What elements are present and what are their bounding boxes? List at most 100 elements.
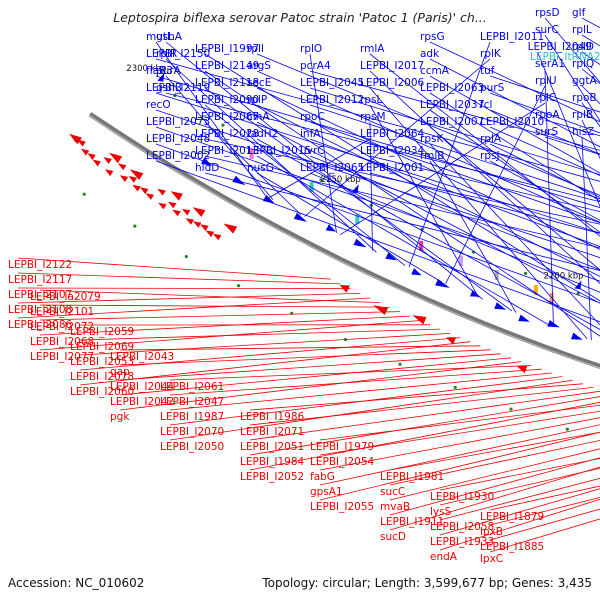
leader-line <box>390 417 600 470</box>
gene-label: rpsM <box>360 111 386 123</box>
gene-label: gshB <box>156 82 182 94</box>
gene-label: LEPBI_I1879 <box>480 511 544 523</box>
gene-label: LEPBI_I2117 <box>8 274 72 286</box>
reverse-gene-arrow <box>129 176 137 183</box>
accession-text: Accession: NC_010602 <box>8 576 144 590</box>
gene-label: endA <box>430 551 458 563</box>
gene-label: rplB <box>572 109 593 121</box>
gene-label: rpsG <box>420 31 445 43</box>
reverse-gene-arrow <box>171 191 183 201</box>
gene-label: rplL <box>572 24 592 36</box>
gene-label: argS <box>247 60 271 72</box>
reverse-gene-arrow <box>140 187 148 194</box>
gene-label: infA <box>300 128 321 140</box>
gene-label: rplR <box>156 48 177 60</box>
gene-label: LEPBI_I2012 <box>300 94 364 106</box>
green-marker <box>185 255 188 258</box>
gene-label: LEPBI_I2034 <box>360 145 425 157</box>
gene-label: LEPBI_I1979 <box>310 441 374 453</box>
gene-label: nusG <box>247 162 274 174</box>
green-marker <box>370 204 373 207</box>
gene-label: hldD <box>195 162 219 174</box>
green-marker <box>133 225 136 228</box>
gene-label: rpsL <box>360 94 382 106</box>
green-marker <box>509 408 512 411</box>
gene-label: LEPBI_I2071 <box>240 426 304 438</box>
gene-label: rpoB <box>572 92 597 104</box>
forward-gene-arrow <box>494 302 506 310</box>
gene-label: cinA <box>247 111 270 123</box>
gene-label: LEPBI_I2122 <box>8 259 72 271</box>
gene-label: rpsJ <box>480 150 500 162</box>
gene-label: sucC <box>380 486 405 498</box>
green-marker <box>398 363 401 366</box>
gene-label: tuf <box>480 65 495 77</box>
reverse-gene-arrow <box>186 218 194 225</box>
green-marker <box>83 193 86 196</box>
gene-label: LEPBI_I2045 <box>300 77 364 89</box>
gene-label: rplP <box>247 94 267 106</box>
gene-label: rplA <box>480 133 502 145</box>
reverse-gene-arrow <box>200 224 208 231</box>
gene-label: mvaB <box>380 501 410 513</box>
gene-label: rplC <box>535 92 556 104</box>
reverse-gene-arrow <box>78 140 86 147</box>
forward-gene-arrow <box>385 253 397 261</box>
gene-label: fabG <box>310 471 335 483</box>
leader-line <box>430 161 516 313</box>
reverse-gene-arrow <box>104 157 112 164</box>
gene-label: LEPBI_I1981 <box>380 471 444 483</box>
gene-label: gshA <box>156 31 183 43</box>
gene-label: LEPBI_I1984 <box>240 456 305 468</box>
gene-label: LEPBI_I2070 <box>160 426 224 438</box>
leader-line <box>370 156 600 440</box>
green-marker <box>237 284 240 287</box>
gene-label: ggtA <box>572 75 597 87</box>
gene-label: LEPBI_I2052 <box>240 471 304 483</box>
reverse-gene-arrow <box>213 234 222 241</box>
gene-label: fcl <box>480 99 492 111</box>
gene-label: surS <box>535 126 558 138</box>
gene-label: LEPBI_I2063 <box>420 82 484 94</box>
gene-label: purS <box>480 82 505 94</box>
gene-label: LEPBI_I2059 <box>70 326 134 338</box>
reverse-gene-arrow <box>158 203 166 210</box>
genome-summary-text: Topology: circular; Length: 3,599,677 bp… <box>262 576 592 590</box>
gene-label: LEPBI_I2043 <box>110 351 174 363</box>
forward-gene-arrow <box>435 279 450 288</box>
tick-marker <box>574 280 581 289</box>
gene-label: surC <box>535 24 559 36</box>
leader-line <box>250 384 583 410</box>
reverse-gene-arrow <box>93 160 101 167</box>
gene-label: LEPBI_I1987 <box>160 411 224 423</box>
gene-label: lysS <box>430 506 452 518</box>
gene-label: rplO <box>300 43 322 55</box>
gene-label: LEPBI_I2017 <box>360 60 424 72</box>
reverse-gene-arrow <box>81 149 89 156</box>
gene-labels: mutLLEPBI_I2150flaB3LEPBI_I2119recOLEPBI… <box>8 7 600 565</box>
gene-label: rplI <box>247 43 264 55</box>
gene-label: pcrA4 <box>300 60 331 72</box>
gene-label: pgk <box>110 411 130 423</box>
gene-label: secE <box>247 77 271 89</box>
gene-label: recO <box>146 99 171 111</box>
gene-label: ccmA <box>420 65 450 77</box>
reverse-gene-arrow <box>193 221 202 228</box>
gene-label: LEPBI_I1930 <box>430 491 494 503</box>
leader-line <box>120 346 480 350</box>
reverse-gene-arrow <box>168 202 176 209</box>
forward-gene-arrow <box>353 239 366 248</box>
gene-label: LEPBI_Ia2079 <box>30 291 101 303</box>
map-title: Leptospira biflexa serovar Patoc strain … <box>0 10 600 25</box>
gene-label: rmlB <box>420 150 444 162</box>
gene-label: LEPBI_I2055 <box>310 501 374 513</box>
gene-label: rpsK <box>420 133 444 145</box>
gene-label: LEPBI_I2101 <box>30 306 94 318</box>
gene-label: rpoA <box>535 109 560 121</box>
gene-label: gap <box>110 366 130 378</box>
gene-label: LEPBI_I1885 <box>480 541 544 553</box>
gene-label: LEPBI_I2007 <box>420 116 484 128</box>
reverse-gene-arrow <box>223 224 237 234</box>
